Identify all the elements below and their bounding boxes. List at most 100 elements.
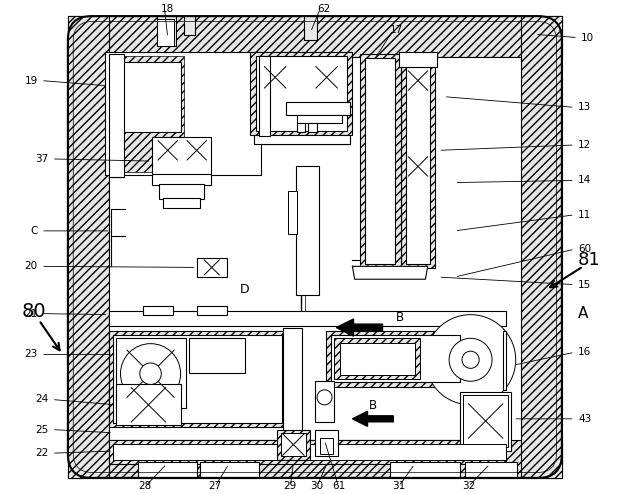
Bar — [399, 51, 437, 67]
Bar — [68, 16, 109, 478]
Bar — [152, 137, 210, 175]
Bar — [143, 306, 173, 315]
Bar — [256, 56, 347, 131]
Circle shape — [317, 390, 332, 405]
Text: C: C — [30, 226, 38, 236]
Bar — [254, 135, 350, 144]
Text: 31: 31 — [392, 482, 405, 492]
Bar — [315, 381, 334, 422]
FancyArrow shape — [352, 412, 393, 426]
Bar — [521, 16, 562, 478]
Bar — [295, 166, 319, 295]
Text: 29: 29 — [284, 482, 297, 492]
Bar — [159, 184, 204, 199]
Bar — [308, 124, 317, 132]
Text: 15: 15 — [578, 280, 591, 289]
Bar — [109, 57, 521, 440]
Bar — [109, 331, 286, 427]
Bar — [189, 338, 245, 372]
Circle shape — [449, 338, 492, 381]
Bar — [315, 430, 339, 456]
Text: 61: 61 — [332, 482, 345, 492]
Bar — [320, 438, 333, 454]
Bar — [390, 462, 460, 478]
Bar — [283, 328, 302, 454]
Bar — [286, 102, 350, 115]
Text: A: A — [578, 306, 588, 321]
Bar — [197, 258, 227, 277]
Bar — [197, 306, 227, 315]
Bar — [68, 16, 562, 57]
Text: 43: 43 — [578, 414, 591, 424]
Circle shape — [121, 344, 181, 404]
Text: 10: 10 — [581, 33, 594, 42]
Text: 27: 27 — [209, 482, 222, 492]
Bar — [465, 462, 517, 478]
Circle shape — [425, 315, 516, 405]
Bar — [184, 16, 194, 36]
Bar — [297, 115, 342, 124]
FancyArrow shape — [336, 319, 383, 336]
Text: 62: 62 — [317, 3, 331, 14]
Bar — [463, 395, 508, 447]
Bar — [137, 462, 197, 478]
Text: 21: 21 — [25, 309, 38, 319]
Text: 20: 20 — [25, 261, 38, 271]
Text: 13: 13 — [578, 102, 591, 113]
Bar — [116, 384, 181, 425]
Bar — [340, 342, 415, 375]
Text: 32: 32 — [462, 482, 475, 492]
Text: 24: 24 — [35, 395, 48, 405]
Bar — [109, 54, 124, 177]
Text: 17: 17 — [390, 25, 404, 35]
Text: D: D — [240, 284, 249, 296]
Text: B: B — [396, 311, 404, 325]
Bar — [331, 335, 460, 382]
Text: 16: 16 — [578, 347, 591, 357]
Text: 19: 19 — [25, 76, 38, 85]
Bar — [152, 174, 210, 185]
Bar — [109, 311, 506, 327]
Bar — [288, 191, 297, 234]
Text: 14: 14 — [578, 175, 591, 185]
Polygon shape — [352, 266, 428, 279]
Circle shape — [462, 351, 479, 369]
Bar — [326, 331, 465, 387]
Text: 30: 30 — [311, 482, 324, 492]
Bar — [334, 338, 420, 379]
Text: 81: 81 — [578, 251, 600, 269]
Bar — [503, 331, 506, 390]
Bar — [157, 19, 174, 46]
Bar — [406, 58, 430, 264]
Bar — [304, 16, 317, 40]
Text: 23: 23 — [25, 349, 38, 360]
Bar — [251, 51, 352, 135]
Bar — [68, 440, 562, 478]
Text: B: B — [368, 400, 377, 412]
Bar — [109, 56, 184, 172]
Bar — [360, 54, 400, 268]
Bar — [163, 198, 200, 208]
Text: 11: 11 — [578, 210, 591, 220]
Bar — [200, 462, 259, 478]
Bar — [460, 392, 511, 451]
Bar — [105, 51, 261, 175]
Bar — [113, 335, 282, 423]
Text: 12: 12 — [578, 140, 591, 150]
Text: 22: 22 — [35, 448, 48, 458]
Bar — [365, 58, 396, 264]
Bar — [259, 56, 270, 136]
Bar — [297, 124, 305, 132]
Bar — [157, 16, 176, 46]
Text: 18: 18 — [162, 3, 175, 14]
Bar — [109, 440, 506, 464]
Bar — [116, 62, 181, 132]
Text: 37: 37 — [35, 154, 48, 164]
Text: 60: 60 — [578, 244, 591, 254]
Bar — [113, 444, 506, 459]
Bar — [116, 338, 186, 408]
Bar — [400, 54, 435, 268]
Circle shape — [140, 363, 162, 384]
Text: 25: 25 — [35, 424, 48, 435]
Text: 28: 28 — [139, 482, 152, 492]
